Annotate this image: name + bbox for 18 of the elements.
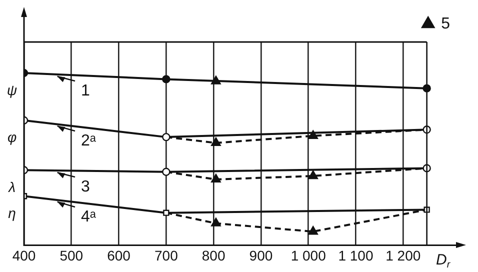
text: ψ: [6, 82, 18, 98]
x-tick-label: 600: [107, 247, 131, 264]
text: λ: [8, 179, 16, 196]
annotation: 2ᵃ: [81, 132, 97, 150]
text: φ: [7, 129, 17, 146]
legend-label: 5: [441, 15, 450, 32]
x-tick-label: 400: [12, 247, 36, 264]
x-tick-label: 500: [60, 247, 84, 264]
x-tick-label: 1 200: [386, 247, 421, 264]
x-tick-label: 700: [154, 247, 178, 264]
text: η: [8, 205, 16, 222]
x-tick-label: 800: [202, 247, 226, 264]
x-tick-label: 1 100: [338, 247, 374, 264]
x-tick-label: 900: [249, 247, 273, 264]
x-tick-label: 1 000: [290, 247, 326, 264]
annotation: 1: [81, 82, 90, 100]
annotation: 4ᵃ: [81, 208, 97, 226]
annotation: 3: [81, 178, 90, 196]
